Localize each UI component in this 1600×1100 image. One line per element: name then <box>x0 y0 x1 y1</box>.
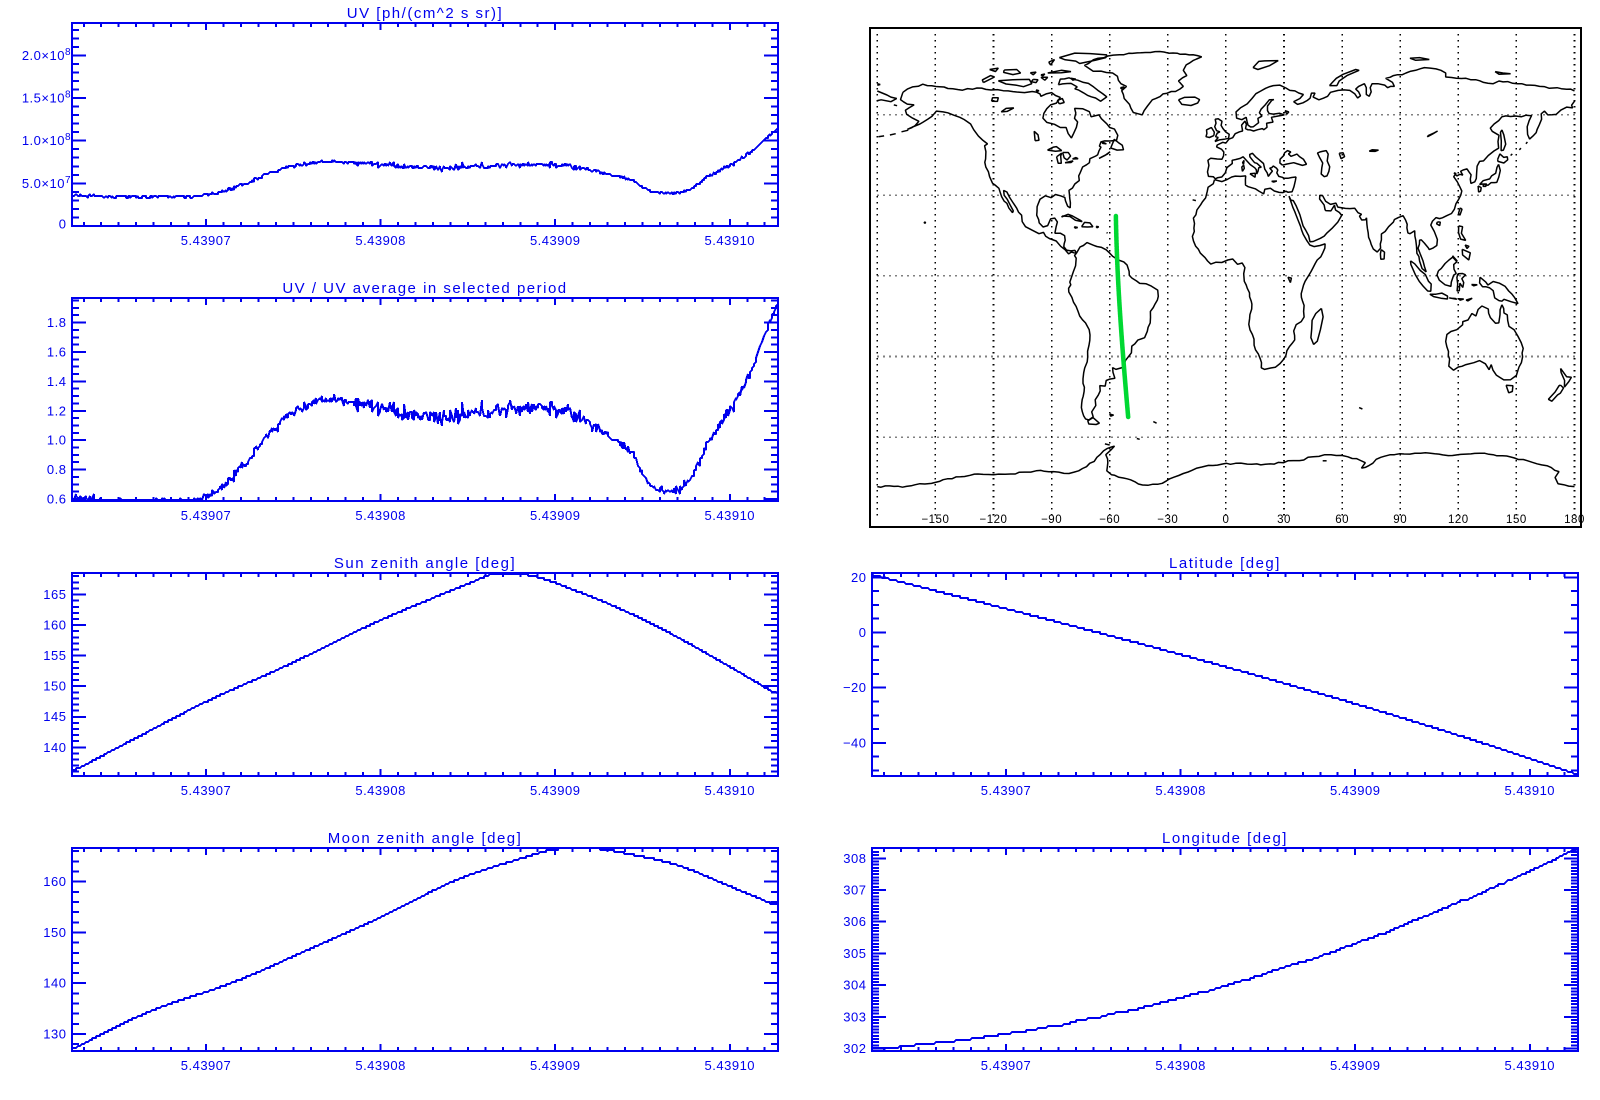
svg-text:5.43907: 5.43907 <box>181 1058 232 1073</box>
svg-text:5.43907: 5.43907 <box>181 783 232 798</box>
svg-text:5.43909: 5.43909 <box>530 783 581 798</box>
svg-text:5.43910: 5.43910 <box>1505 783 1556 798</box>
svg-text:UV [ph/(cm^2 s sr)]: UV [ph/(cm^2 s sr)] <box>347 5 503 22</box>
svg-text:306: 306 <box>843 914 866 929</box>
svg-text:1.6: 1.6 <box>47 345 67 360</box>
svg-text:5.43908: 5.43908 <box>1155 783 1206 798</box>
svg-text:130: 130 <box>43 1027 66 1042</box>
svg-text:145: 145 <box>43 709 66 724</box>
svg-text:0: 0 <box>1222 514 1229 526</box>
svg-text:90: 90 <box>1393 514 1407 526</box>
svg-text:UV / UV average in selected pe: UV / UV average in selected period <box>282 280 567 297</box>
svg-text:−150: −150 <box>921 514 949 526</box>
svg-text:302: 302 <box>843 1041 866 1056</box>
svg-text:5.43909: 5.43909 <box>1330 1058 1381 1073</box>
svg-text:150: 150 <box>43 925 66 940</box>
svg-text:160: 160 <box>43 618 66 633</box>
svg-text:0.6: 0.6 <box>47 492 67 507</box>
svg-text:1.0×108: 1.0×108 <box>22 132 71 148</box>
svg-text:60: 60 <box>1335 514 1349 526</box>
svg-text:Longitude [deg]: Longitude [deg] <box>1162 830 1288 847</box>
svg-text:165: 165 <box>43 587 66 602</box>
svg-text:0: 0 <box>59 217 67 232</box>
svg-text:304: 304 <box>843 978 866 993</box>
svg-text:−30: −30 <box>1157 514 1178 526</box>
svg-text:5.43907: 5.43907 <box>181 508 232 523</box>
svg-text:5.43910: 5.43910 <box>705 1058 756 1073</box>
svg-text:140: 140 <box>43 976 66 991</box>
svg-text:5.43908: 5.43908 <box>355 233 406 248</box>
svg-text:5.43908: 5.43908 <box>355 783 406 798</box>
svg-text:150: 150 <box>43 679 66 694</box>
svg-text:−40: −40 <box>843 735 867 750</box>
svg-text:120: 120 <box>1448 514 1469 526</box>
svg-text:−90: −90 <box>1041 514 1062 526</box>
svg-text:2.0×108: 2.0×108 <box>22 47 71 63</box>
svg-text:5.43909: 5.43909 <box>530 1058 581 1073</box>
svg-text:5.43909: 5.43909 <box>530 508 581 523</box>
svg-text:Moon zenith angle [deg]: Moon zenith angle [deg] <box>328 830 523 847</box>
svg-text:5.43907: 5.43907 <box>181 233 232 248</box>
svg-text:30: 30 <box>1277 514 1291 526</box>
svg-text:1.8: 1.8 <box>47 315 67 330</box>
svg-text:1.5×108: 1.5×108 <box>22 90 71 106</box>
svg-text:5.43907: 5.43907 <box>981 1058 1032 1073</box>
svg-text:140: 140 <box>43 740 66 755</box>
svg-text:1.2: 1.2 <box>47 403 67 418</box>
svg-text:1.0: 1.0 <box>47 433 67 448</box>
svg-text:5.0×107: 5.0×107 <box>22 175 71 191</box>
svg-text:5.43909: 5.43909 <box>530 233 581 248</box>
svg-text:307: 307 <box>843 883 866 898</box>
svg-text:5.43908: 5.43908 <box>355 1058 406 1073</box>
svg-text:5.43910: 5.43910 <box>1505 1058 1556 1073</box>
svg-text:Latitude [deg]: Latitude [deg] <box>1169 555 1281 572</box>
svg-text:180: 180 <box>1564 514 1585 526</box>
svg-text:−20: −20 <box>843 680 867 695</box>
svg-text:−60: −60 <box>1099 514 1120 526</box>
svg-text:Sun zenith angle [deg]: Sun zenith angle [deg] <box>334 555 516 572</box>
svg-text:5.43910: 5.43910 <box>705 508 756 523</box>
svg-text:0: 0 <box>859 625 867 640</box>
svg-text:5.43909: 5.43909 <box>1330 783 1381 798</box>
svg-text:−120: −120 <box>980 514 1008 526</box>
svg-text:5.43908: 5.43908 <box>355 508 406 523</box>
svg-text:1.4: 1.4 <box>47 374 67 389</box>
svg-text:303: 303 <box>843 1009 866 1024</box>
svg-text:5.43907: 5.43907 <box>981 783 1032 798</box>
svg-text:0.8: 0.8 <box>47 462 67 477</box>
svg-text:5.43908: 5.43908 <box>1155 1058 1206 1073</box>
svg-text:308: 308 <box>843 851 866 866</box>
svg-text:5.43910: 5.43910 <box>705 783 756 798</box>
svg-text:160: 160 <box>43 874 66 889</box>
svg-text:20: 20 <box>851 570 866 585</box>
svg-text:155: 155 <box>43 648 66 663</box>
svg-text:305: 305 <box>843 946 866 961</box>
svg-text:5.43910: 5.43910 <box>705 233 756 248</box>
svg-text:150: 150 <box>1506 514 1527 526</box>
